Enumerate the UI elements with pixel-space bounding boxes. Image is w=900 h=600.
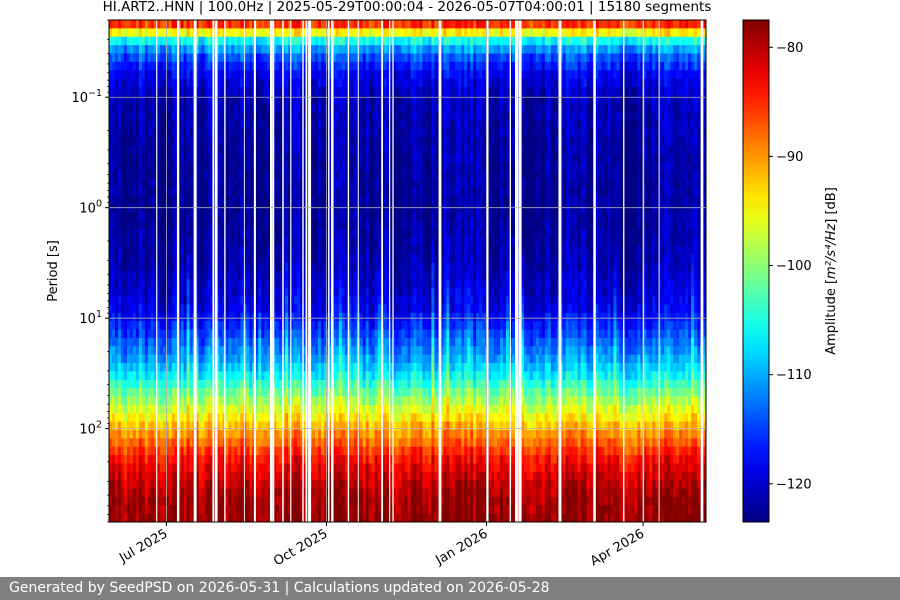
footer-text: Generated by SeedPSD on 2026-05-31 | Cal… [9, 580, 550, 596]
colorbar-tick-label-2: −100 [776, 259, 812, 274]
x-tick-label-2: Jan 2026 [433, 526, 491, 568]
heatmap-layer [109, 20, 706, 522]
colorbar-frame [742, 19, 770, 523]
colorbar-tick-label-3: −110 [776, 368, 812, 383]
colorbar-gradient [743, 20, 769, 522]
chart-title: HI.ART2..HNN | 100.0Hz | 2025-05-29T00:0… [103, 0, 712, 15]
y-tick-label-2: 101 [79, 309, 102, 327]
colorbar-label: Amplitude [m²/s⁴/Hz] [dB] [824, 187, 839, 355]
colorbar-label-suffix: ] [dB] [824, 187, 839, 224]
colorbar-ticks: −80 −90 −100 −110 −120 [769, 41, 812, 492]
colorbar-tick-label-1: −90 [776, 150, 803, 165]
colorbar-tick-label-4: −120 [776, 477, 812, 492]
y-tick-label-3: 102 [79, 420, 102, 438]
plot-frame [108, 19, 707, 523]
plot-area [109, 20, 706, 522]
colorbar: −80 −90 −100 −110 −120 Amplitude [m²/s⁴/Hz] … [742, 19, 839, 523]
psd-chart: HI.ART2..HNN | 100.0Hz | 2025-05-29T00:0… [46, 0, 839, 569]
colorbar-label-prefix: Amplitude [ [824, 279, 839, 355]
x-axis: Jul 2025 Oct 2025 Jan 2026 Apr 2026 [116, 522, 647, 569]
y-axis-label: Period [s] [46, 240, 61, 302]
footer-bar: Generated by SeedPSD on 2026-05-31 | Cal… [0, 577, 900, 600]
x-tick-label-0: Jul 2025 [116, 526, 170, 566]
x-tick-label-1: Oct 2025 [271, 526, 330, 569]
y-axis: 10−1 100 101 102 [71, 19, 109, 523]
colorbar-label-math: m²/s⁴/Hz [824, 223, 839, 279]
gridlines [109, 20, 706, 522]
x-tick-label-3: Apr 2026 [588, 526, 647, 569]
y-tick-label-1: 100 [79, 199, 102, 217]
y-tick-label-0: 10−1 [71, 88, 102, 106]
colorbar-tick-label-0: −80 [776, 41, 803, 56]
